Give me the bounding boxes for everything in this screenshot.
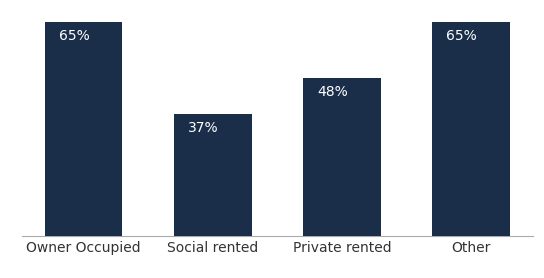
Text: 37%: 37% <box>188 121 219 135</box>
Bar <box>432 22 510 236</box>
Bar <box>174 114 252 236</box>
Text: 65%: 65% <box>59 29 90 43</box>
Bar <box>45 22 122 236</box>
Text: 65%: 65% <box>446 29 477 43</box>
Text: 48%: 48% <box>317 85 348 99</box>
Bar <box>303 78 381 236</box>
